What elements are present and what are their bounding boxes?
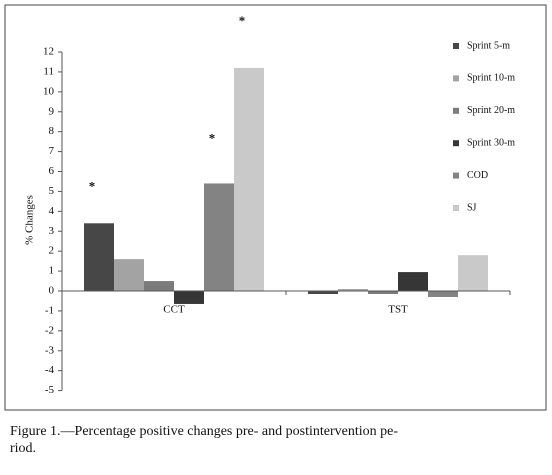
bar bbox=[84, 223, 114, 292]
bar bbox=[428, 291, 458, 297]
bar bbox=[234, 67, 264, 292]
legend-swatch bbox=[453, 205, 459, 211]
significance-mark: * bbox=[239, 13, 246, 28]
y-tick-label: 12 bbox=[43, 46, 54, 58]
y-tick-label: 8 bbox=[49, 125, 55, 137]
legend-label: COD bbox=[467, 170, 488, 181]
y-tick-label: 10 bbox=[43, 85, 55, 97]
y-tick-label: 9 bbox=[49, 105, 55, 117]
legend-label: Sprint 30-m bbox=[467, 137, 515, 148]
bar bbox=[114, 259, 144, 292]
chart-frame bbox=[4, 4, 547, 411]
legend-swatch bbox=[453, 107, 459, 114]
bar bbox=[338, 289, 368, 292]
y-tick-label: 1 bbox=[49, 265, 55, 277]
y-tick-label: 5 bbox=[49, 185, 55, 197]
legend-label: Sprint 5-m bbox=[467, 40, 510, 51]
caption: riod. bbox=[10, 441, 36, 456]
y-tick-label: 2 bbox=[49, 245, 55, 257]
legend-swatch bbox=[453, 140, 459, 147]
bar bbox=[458, 255, 488, 292]
bar bbox=[368, 291, 398, 294]
bar bbox=[144, 281, 174, 292]
y-tick-label: 6 bbox=[49, 165, 55, 177]
caption: Figure 1.—Percentage positive changes pr… bbox=[10, 424, 398, 439]
legend-swatch bbox=[453, 43, 459, 49]
legend-swatch bbox=[453, 75, 459, 82]
y-tick-label: -4 bbox=[45, 364, 55, 376]
y-axis-label: % Changes bbox=[24, 195, 36, 245]
legend-label: Sprint 10-m bbox=[467, 73, 515, 84]
y-tick-label: -3 bbox=[45, 344, 55, 356]
bar bbox=[174, 291, 204, 304]
legend-label: SJ bbox=[467, 202, 477, 213]
legend-swatch bbox=[453, 172, 459, 179]
y-tick-label: 7 bbox=[49, 145, 55, 157]
y-tick-label: 3 bbox=[49, 225, 55, 237]
y-tick-label: 4 bbox=[49, 205, 55, 217]
bar bbox=[398, 272, 428, 292]
y-tick-label: -1 bbox=[45, 304, 54, 316]
significance-mark: * bbox=[89, 178, 96, 193]
significance-mark: * bbox=[209, 130, 216, 145]
x-tick-label: CCT bbox=[163, 304, 185, 316]
y-tick-label: -2 bbox=[45, 324, 54, 336]
bar bbox=[308, 291, 338, 294]
y-tick-label: 11 bbox=[43, 65, 54, 77]
y-tick-label: 0 bbox=[49, 285, 55, 297]
x-tick-label: TST bbox=[388, 304, 408, 316]
legend-label: Sprint 20-m bbox=[467, 105, 515, 116]
y-tick-label: -5 bbox=[45, 384, 55, 396]
bar bbox=[204, 183, 234, 292]
